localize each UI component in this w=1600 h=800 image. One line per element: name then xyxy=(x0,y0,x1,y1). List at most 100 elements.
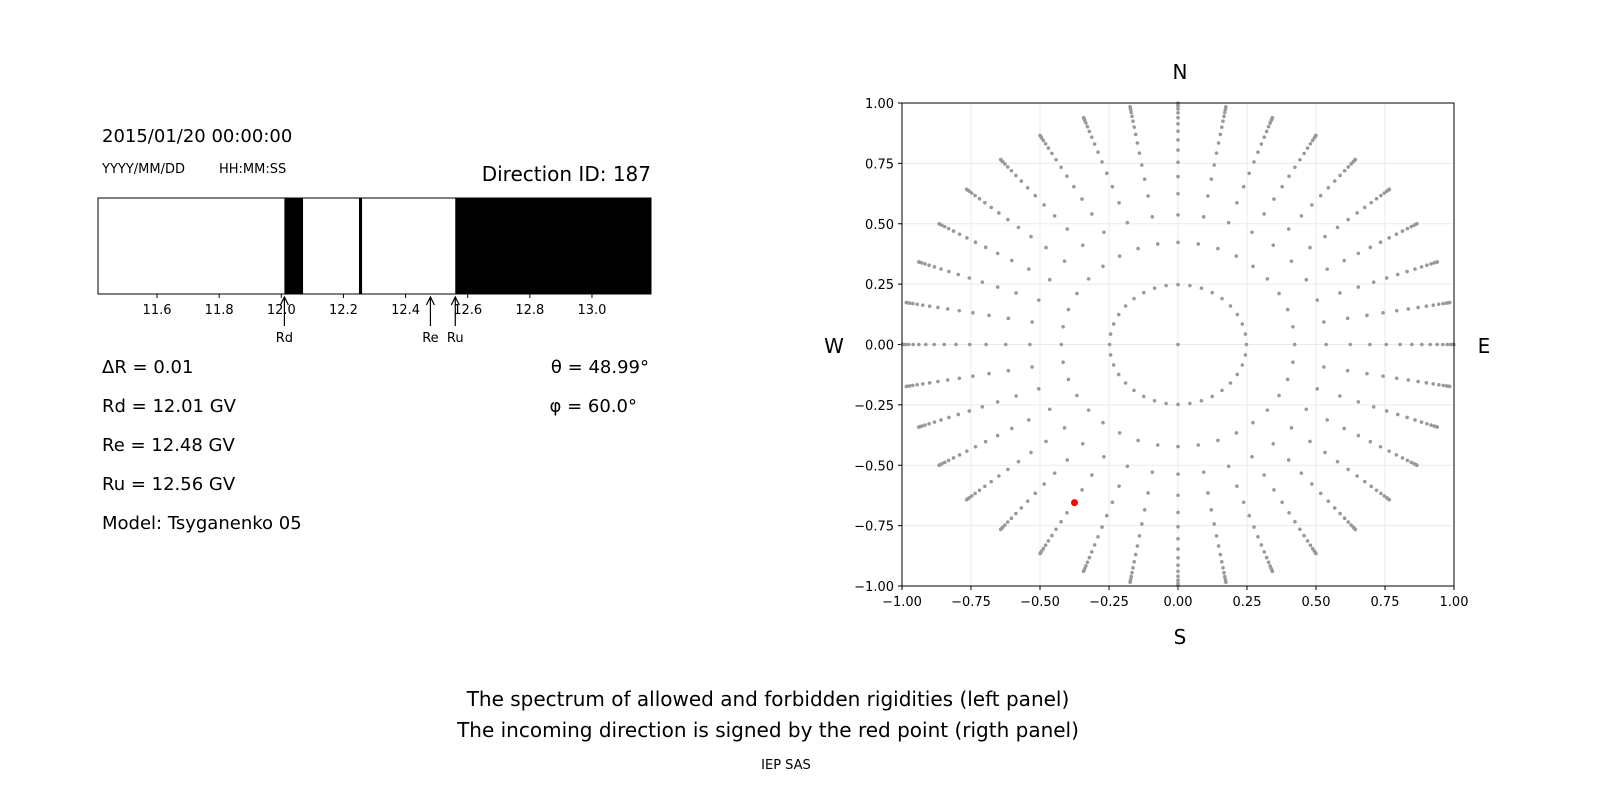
direction-point xyxy=(1176,129,1180,133)
direction-point xyxy=(1264,555,1269,560)
direction-point xyxy=(954,342,958,347)
direction-point xyxy=(1206,491,1210,495)
direction-point xyxy=(969,191,974,195)
direction-point xyxy=(1415,463,1419,467)
y-tick-label: 0.25 xyxy=(865,278,894,293)
direction-point xyxy=(1130,114,1134,119)
y-tick-label: −0.75 xyxy=(854,520,894,535)
direction-point xyxy=(1133,552,1138,557)
direction-point xyxy=(1338,173,1342,178)
direction-point xyxy=(1264,129,1269,134)
direction-point xyxy=(1220,388,1224,393)
direction-point xyxy=(1176,282,1180,287)
direction-point xyxy=(1176,578,1180,582)
x-tick-label: 12.6 xyxy=(453,303,482,318)
direction-point xyxy=(1374,196,1379,201)
direction-point xyxy=(1241,500,1246,505)
direction-point xyxy=(1222,574,1227,579)
direction-point xyxy=(1384,409,1389,413)
direction-point xyxy=(1277,291,1281,296)
direction-point xyxy=(1356,251,1361,256)
direction-point xyxy=(1016,459,1021,464)
direction-point xyxy=(936,379,940,384)
direction-point xyxy=(1314,551,1318,556)
direction-point xyxy=(1435,425,1440,429)
direction-point xyxy=(1075,291,1079,296)
direction-point xyxy=(1228,381,1233,385)
direction-point xyxy=(977,196,982,201)
direction-point xyxy=(1135,544,1140,548)
direction-point xyxy=(1152,398,1157,403)
direction-point xyxy=(1362,205,1367,210)
direction-point xyxy=(1050,151,1054,156)
direction-point xyxy=(1251,420,1255,425)
direction-point xyxy=(947,415,951,420)
direction-point xyxy=(1356,433,1361,438)
direction-point xyxy=(942,342,946,347)
direction-point xyxy=(1128,104,1132,109)
direction-point xyxy=(1201,215,1206,219)
direction-point xyxy=(957,308,962,313)
direction-scatter-chart: −1.00−1.00 −0.75 −0.75 −0.50 −0.50 −0.25 −0.25… xyxy=(854,97,1468,610)
direction-point xyxy=(1080,197,1084,201)
direction-point xyxy=(1086,408,1091,412)
direction-point xyxy=(915,382,919,387)
direction-point xyxy=(927,304,932,308)
x-tick-label: −0.25 xyxy=(1089,595,1129,610)
direction-point xyxy=(1221,566,1225,570)
direction-point xyxy=(1054,157,1058,162)
direction-point xyxy=(1289,259,1294,263)
direction-point xyxy=(1280,500,1284,505)
direction-point xyxy=(936,305,940,310)
direction-point xyxy=(1176,556,1180,560)
direction-point xyxy=(1072,184,1076,189)
direction-point xyxy=(1416,305,1420,310)
direction-point xyxy=(1419,420,1424,424)
direction-point xyxy=(1047,277,1052,282)
direction-point xyxy=(1006,467,1010,472)
direction-point xyxy=(1176,537,1180,541)
direction-point xyxy=(1219,125,1224,129)
direction-point xyxy=(1003,342,1008,347)
direction-point xyxy=(1387,497,1392,502)
direction-point xyxy=(1132,388,1136,393)
phi-label: φ = 60.0° xyxy=(550,396,637,417)
direction-point xyxy=(1155,443,1160,447)
re-label: Re = 12.48 GV xyxy=(102,435,235,456)
direction-point xyxy=(1425,421,1429,426)
direction-point xyxy=(1176,110,1180,115)
direction-point xyxy=(904,384,909,389)
direction-point xyxy=(967,276,972,280)
direction-point xyxy=(1286,227,1291,231)
direction-point xyxy=(1338,394,1342,398)
direction-point xyxy=(1235,484,1239,488)
direction-point xyxy=(1059,342,1064,347)
caption-line-1: The spectrum of allowed and forbidden ri… xyxy=(466,687,1070,711)
direction-point xyxy=(1293,519,1297,524)
direction-point xyxy=(1084,121,1088,125)
direction-point xyxy=(1102,454,1106,459)
direction-point xyxy=(1270,115,1275,120)
direction-point xyxy=(1140,163,1144,167)
direction-point xyxy=(939,418,943,422)
direction-point xyxy=(1447,384,1452,389)
direction-point xyxy=(1104,513,1109,518)
direction-point xyxy=(1395,272,1400,277)
direction-point xyxy=(1150,215,1155,219)
direction-point xyxy=(946,458,951,463)
arrow-head-icon xyxy=(279,295,289,306)
direction-point xyxy=(957,376,962,381)
rigidity-spectrum-chart: 11.6 11.8 12.0 12.2 12.4 12.6 12.8 13.0 Rd Re Ru xyxy=(97,197,652,346)
x-tick-label: 12.0 xyxy=(267,303,296,318)
direction-point xyxy=(942,460,947,465)
direction-point xyxy=(1250,230,1254,235)
direction-point xyxy=(995,400,1000,404)
direction-point xyxy=(1405,415,1409,420)
direction-point xyxy=(1218,552,1223,557)
direction-point xyxy=(1384,276,1389,280)
direction-point xyxy=(1038,133,1042,138)
direction-point xyxy=(1381,374,1385,378)
x-tick-label: −0.75 xyxy=(951,595,991,610)
direction-point xyxy=(998,157,1003,162)
direction-point xyxy=(1090,212,1094,216)
